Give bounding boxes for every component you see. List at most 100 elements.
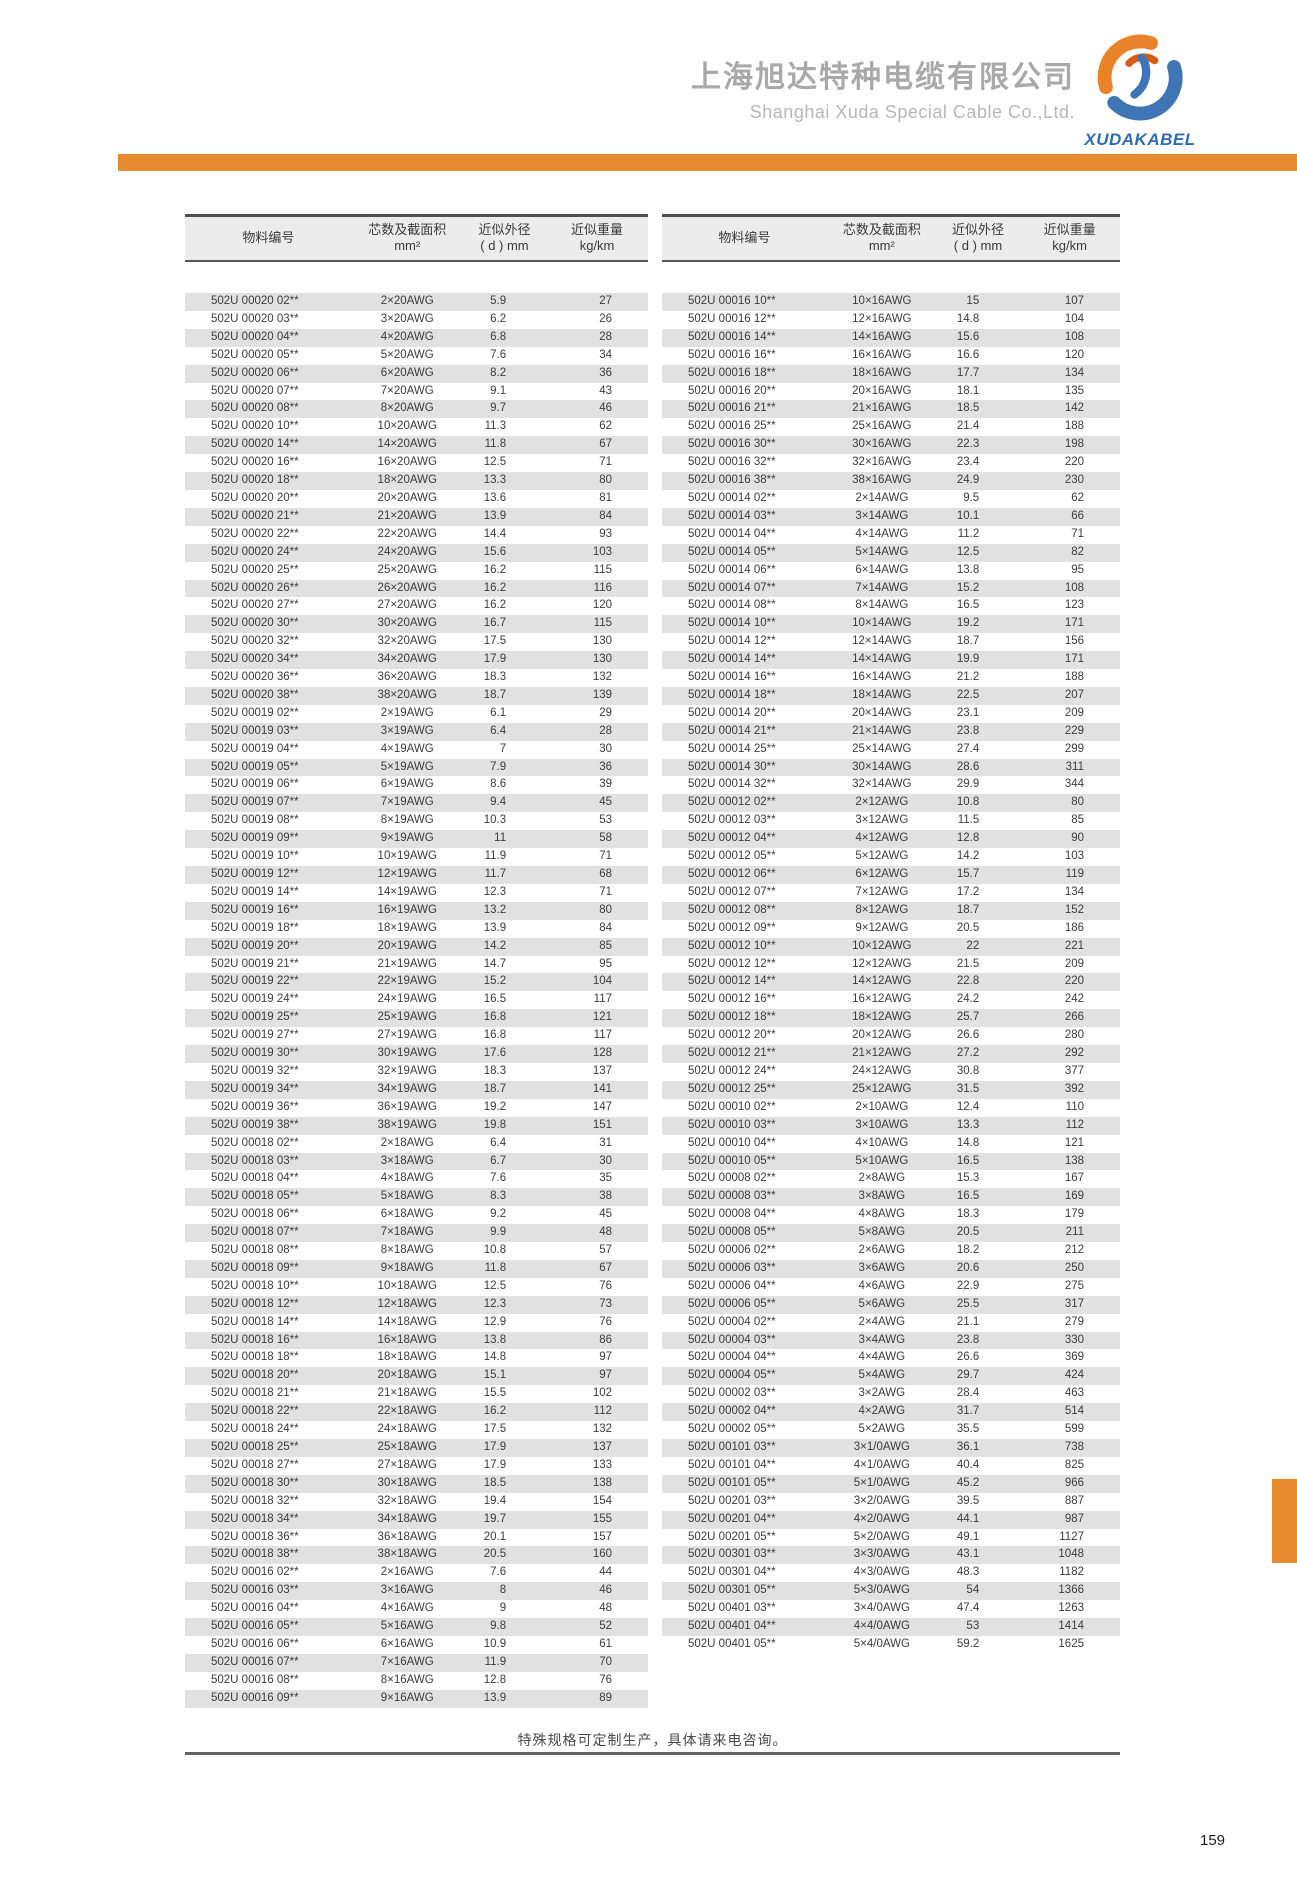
weight-cell: 157 [592,1530,612,1543]
diameter-cell: 9.4 [490,796,507,809]
material-no-cell: 502U 00019 27** [211,1029,299,1042]
weight-cell: 93 [599,527,612,540]
diameter-cell: 22.3 [956,438,980,451]
cores-spec-cell: 3×1/0AWG [853,1441,910,1453]
table-row: 502U 00020 06** 6×20AWG 8.2 36 [185,364,648,383]
diameter-cell: 10.9 [483,1637,507,1650]
table-row: 502U 00006 05** 5×6AWG 25.5 317 [662,1295,1120,1314]
weight-cell: 48 [599,1226,612,1239]
diameter-cell: 6.8 [490,330,507,343]
table-row: 502U 00019 10** 10×19AWG 11.9 71 [185,848,648,866]
material-no-cell: 502U 00020 10** [211,420,299,433]
diameter-cell: 13.9 [483,509,507,522]
table-row: 502U 00101 03** 3×1/0AWG 36.1 738 [662,1439,1120,1457]
weight-cell: 147 [592,1100,612,1113]
cores-spec-cell: 3×20AWG [380,312,434,325]
weight-cell: 36 [599,366,612,379]
table-row: 502U 00019 20** 20×19AWG 14.2 85 [185,937,648,956]
table-row: 502U 00014 02** 2×14AWG 9.5 62 [662,490,1120,508]
cores-spec-cell: 7×20AWG [380,384,434,397]
material-no-cell: 502U 00019 08** [211,814,299,827]
cores-spec-cell: 20×19AWG [377,939,437,952]
weight-cell: 186 [1064,921,1084,934]
cores-spec-cell: 38×18AWG [377,1548,437,1561]
cores-spec-cell: 3×3/0AWG [853,1548,910,1561]
weight-cell: 62 [1071,491,1084,504]
table-row: 502U 00002 04** 4×2AWG 31.7 514 [662,1403,1120,1422]
material-no-cell: 502U 00018 02** [211,1136,299,1149]
material-no-cell: 502U 00020 27** [211,599,299,612]
left-table-body: 502U 00020 02** 2×20AWG 5.9 27 502U 00020 03… [185,293,648,1708]
weight-cell: 138 [1064,1154,1084,1167]
table-row: 502U 00019 30** 30×19AWG 17.6 128 [185,1045,648,1063]
material-no-cell: 502U 00016 32** [688,456,776,469]
diameter-cell: 13.9 [483,921,507,934]
material-no-cell: 502U 00014 05** [688,545,776,558]
cores-spec-cell: 8×12AWG [855,903,909,916]
material-no-cell: 502U 00012 21** [688,1047,776,1060]
cores-spec-cell: 7×12AWG [855,885,909,898]
weight-cell: 71 [1071,527,1084,540]
table-row: 502U 00018 04** 4×18AWG 7.6 35 [185,1170,648,1188]
table-row: 502U 00012 08** 8×12AWG 18.7 152 [662,901,1120,920]
diameter-cell: 17.9 [483,653,507,666]
material-no-cell: 502U 00019 02** [211,706,299,719]
weight-cell: 44 [599,1566,612,1579]
material-no-cell: 502U 00014 32** [688,778,776,791]
material-no-cell: 502U 00012 16** [688,993,776,1006]
table-row: 502U 00401 03** 3×4/0AWG 47.4 1263 [662,1600,1120,1618]
material-no-cell: 502U 00018 30** [211,1476,299,1489]
weight-cell: 85 [599,939,612,952]
cores-spec-cell: 3×16AWG [380,1584,434,1597]
diameter-cell: 16.5 [956,599,980,612]
table-row: 502U 00012 04** 4×12AWG 12.8 90 [662,830,1120,849]
cores-spec-cell: 18×12AWG [852,1011,912,1024]
diameter-cell: 23.1 [956,706,980,719]
cores-spec-cell: 2×4AWG [858,1315,906,1328]
cores-spec-cell: 18×20AWG [377,474,437,487]
weight-cell: 84 [599,921,612,934]
table-row: 502U 00012 25** 25×12AWG 31.5 392 [662,1080,1120,1099]
company-header: 上海旭达特种电缆有限公司 Shanghai Xuda Special Cable… [691,52,1075,123]
weight-cell: 62 [599,420,612,433]
material-no-cell: 502U 00010 05** [688,1154,776,1167]
diameter-cell: 20.1 [483,1530,507,1543]
weight-cell: 738 [1064,1441,1084,1453]
material-no-cell: 502U 00012 10** [688,939,776,952]
weight-cell: 39 [599,778,612,791]
weight-cell: 121 [1064,1136,1084,1149]
table-row: 502U 00101 05** 5×1/0AWG 45.2 966 [662,1474,1120,1493]
diameter-cell: 12.5 [956,545,980,558]
column-header-weight: 近似重量 kg/km [546,214,648,262]
diameter-cell: 11.8 [484,438,507,451]
cores-spec-cell: 34×18AWG [377,1512,437,1525]
material-no-cell: 502U 00014 14** [688,653,776,666]
table-row: 502U 00018 14** 14×18AWG 12.9 76 [185,1314,648,1332]
table-row: 502U 00014 25** 25×14AWG 27.4 299 [662,741,1120,759]
cores-spec-cell: 12×16AWG [852,312,912,325]
weight-cell: 275 [1064,1279,1084,1292]
table-row: 502U 00008 03** 3×8AWG 16.5 169 [662,1188,1120,1207]
table-row: 502U 00018 21** 21×18AWG 15.5 102 [185,1385,648,1403]
material-no-cell: 502U 00019 21** [211,957,299,970]
diameter-cell: 22 [966,939,980,952]
diameter-cell: 9.9 [490,1226,507,1239]
table-row: 502U 00018 24** 24×18AWG 17.5 132 [185,1421,648,1439]
material-no-cell: 502U 00014 06** [688,563,776,576]
table-row: 502U 00012 14** 14×12AWG 22.8 220 [662,973,1120,992]
weight-cell: 71 [599,885,612,898]
weight-cell: 209 [1064,706,1084,719]
diameter-cell: 11.5 [957,814,980,827]
weight-cell: 825 [1064,1458,1084,1471]
cores-spec-cell: 21×19AWG [377,957,437,970]
table-row: 502U 00018 34** 34×18AWG 19.7 155 [185,1510,648,1529]
xudakabel-logo: XUDAKABEL [1082,32,1198,150]
cores-spec-cell: 12×14AWG [852,635,912,648]
weight-cell: 29 [599,706,612,719]
table-row: 502U 00010 03** 3×10AWG 13.3 112 [662,1116,1120,1135]
diameter-cell: 12.9 [483,1315,507,1328]
diameter-cell: 19.9 [956,653,980,666]
header-divider-bar [118,154,1297,171]
weight-cell: 1127 [1059,1530,1084,1543]
diameter-cell: 21.4 [956,420,980,433]
